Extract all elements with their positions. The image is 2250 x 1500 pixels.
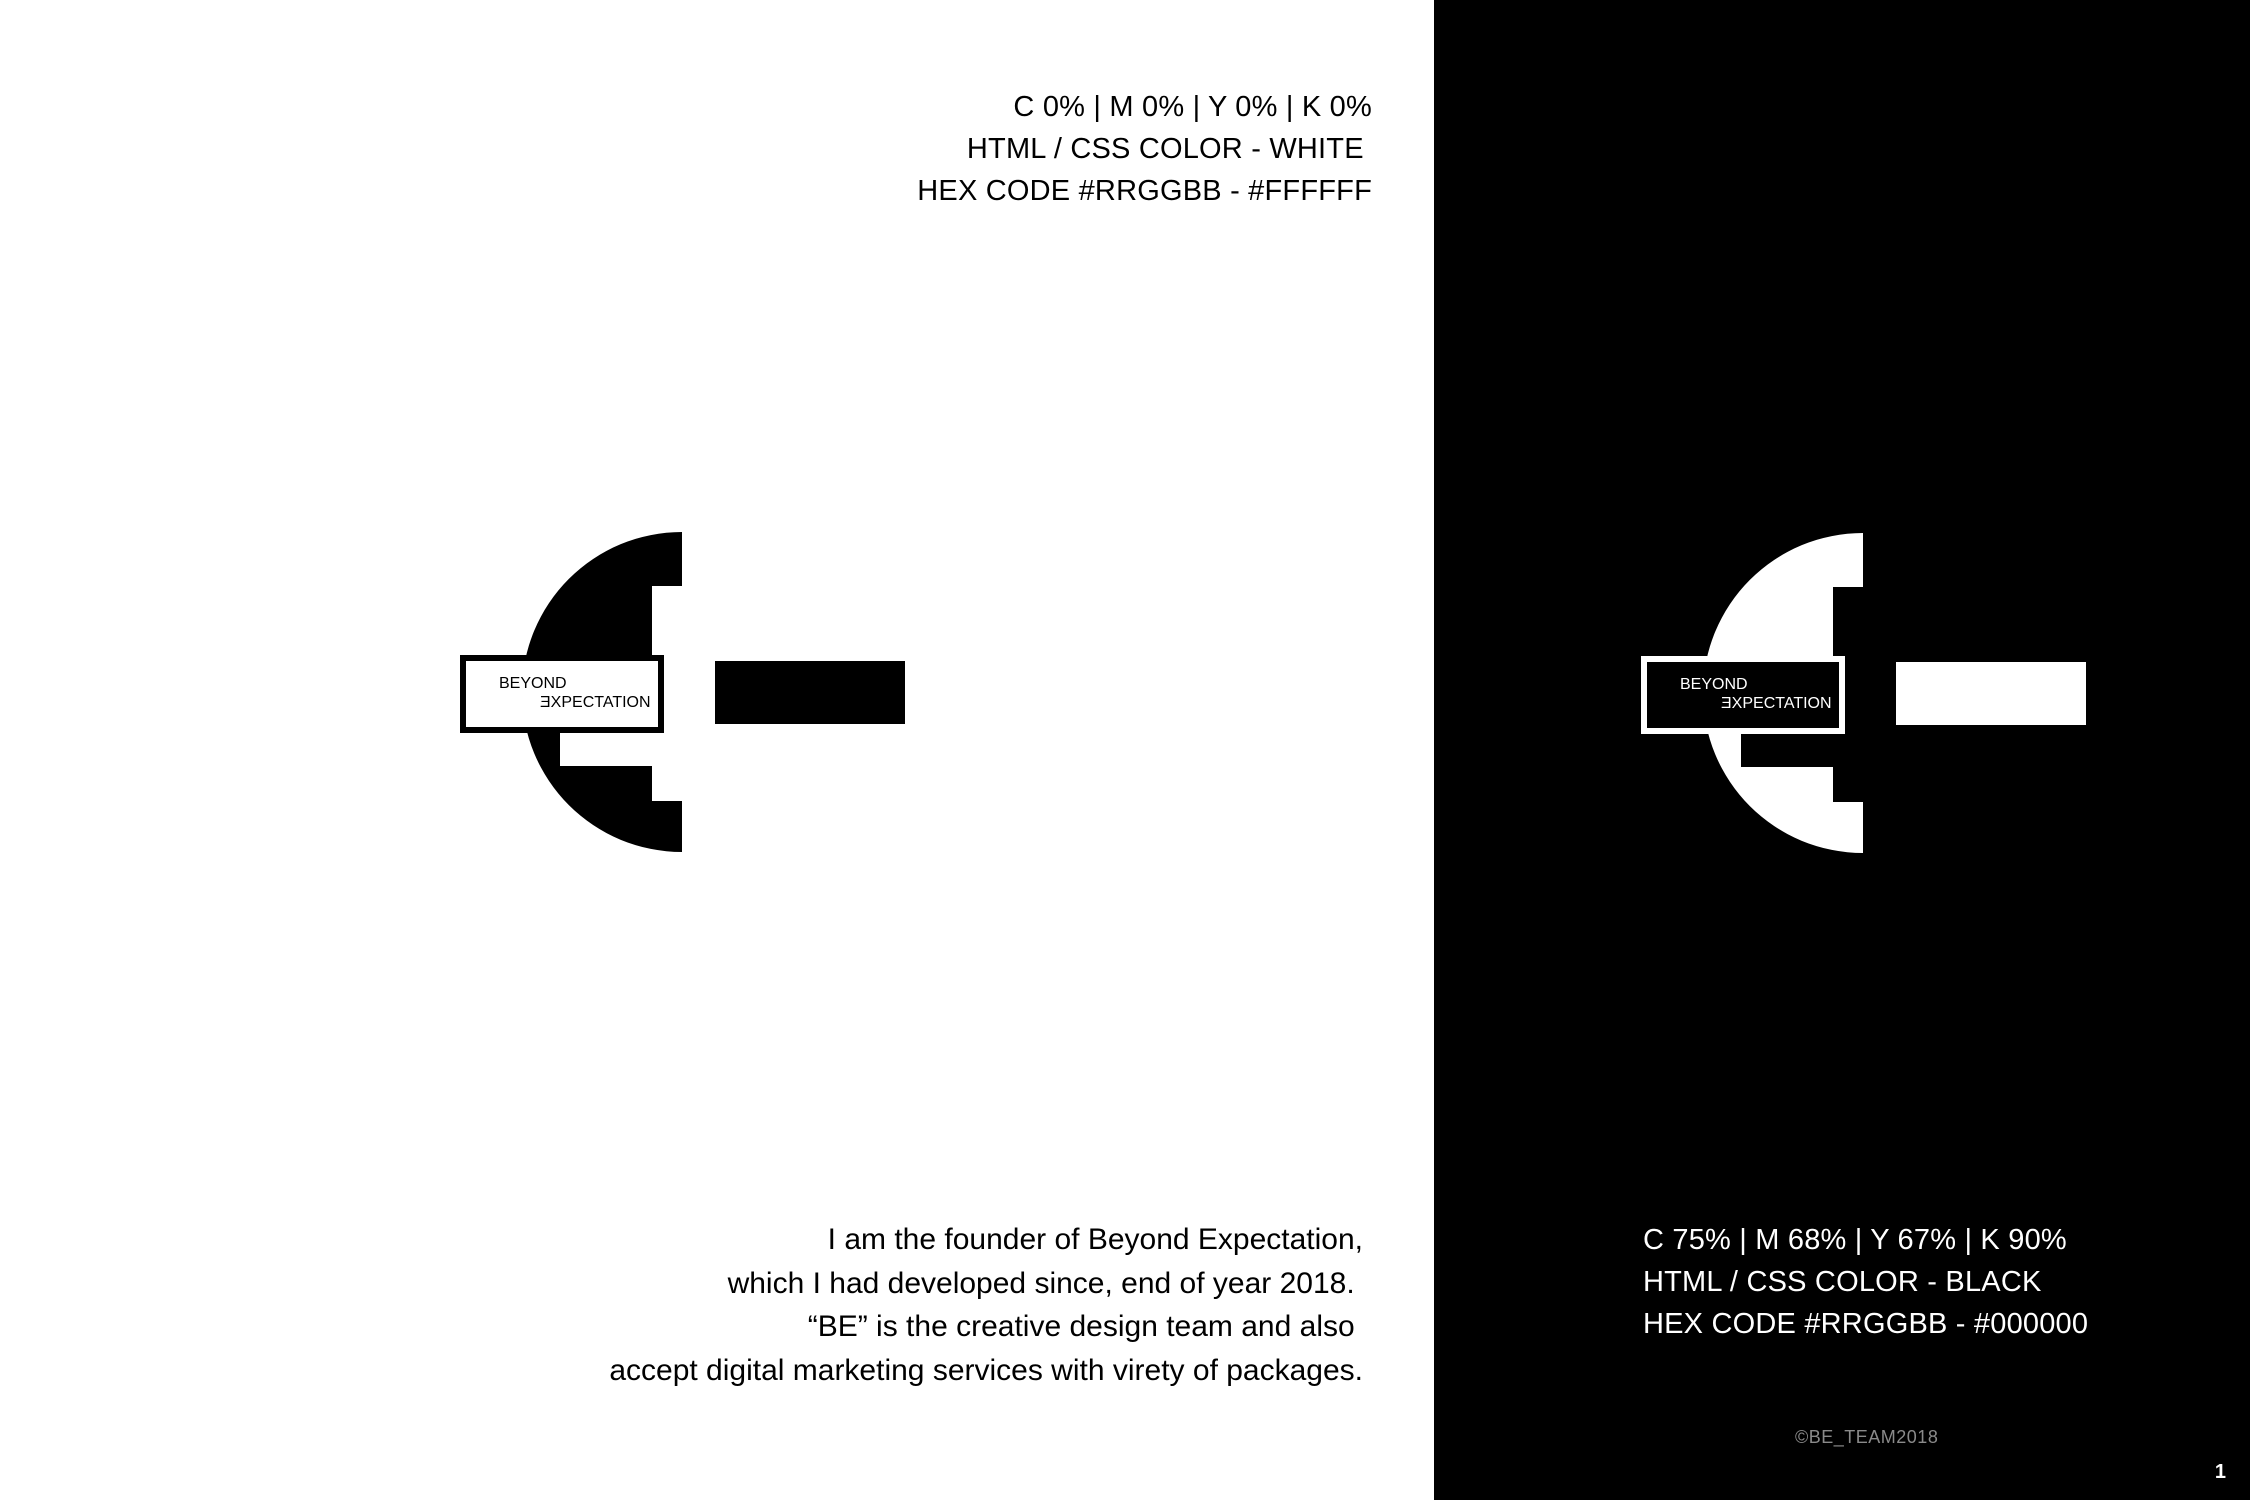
logo-word-beyond: BEYOND [499, 675, 567, 692]
black-color-specs: C 75% | M 68% | Y 67% | K 90% HTML / CSS… [1643, 1219, 2088, 1345]
white-hex-spec: HEX CODE #RRGGBB - #FFFFFF [917, 175, 1372, 207]
be-logo-white-mark: BEYOND ƎXPECTATION [1641, 533, 2086, 853]
be-logo-white: BEYOND ƎXPECTATION [1641, 530, 2111, 856]
white-css-color-spec: HTML / CSS COLOR - WHITE [966, 133, 1372, 165]
white-cmyk-spec: C 0% | M 0% | Y 0% | K 0% [1013, 91, 1372, 123]
white-color-panel [0, 0, 1434, 1500]
logo-word-expectation: ƎXPECTATION [1721, 695, 1832, 712]
founder-line-2: which I had developed since, end of year… [727, 1266, 1363, 1300]
page-number: 1 [2214, 1461, 2226, 1483]
founder-statement: I am the founder of Beyond Expectation, … [609, 1218, 1363, 1392]
black-color-panel [1434, 0, 2250, 1500]
black-css-color-spec: HTML / CSS COLOR - BLACK [1643, 1266, 2042, 1298]
black-hex-spec: HEX CODE #RRGGBB - #000000 [1643, 1308, 2089, 1340]
founder-line-4: accept digital marketing services with v… [609, 1353, 1363, 1387]
be-logo-black-mark: BEYOND ƎXPECTATION [460, 532, 905, 852]
be-logo-black: BEYOND ƎXPECTATION [460, 529, 930, 855]
logo-word-beyond: BEYOND [1680, 676, 1748, 693]
white-color-specs: C 0% | M 0% | Y 0% | K 0% HTML / CSS COL… [917, 86, 1372, 212]
founder-line-1: I am the founder of Beyond Expectation, [827, 1223, 1363, 1256]
black-cmyk-spec: C 75% | M 68% | Y 67% | K 90% [1643, 1224, 2067, 1256]
logo-word-expectation: ƎXPECTATION [540, 694, 651, 711]
copyright-notice: ©BE_TEAM2018 [1795, 1427, 1939, 1447]
founder-line-3: “BE” is the creative design team and als… [807, 1310, 1363, 1343]
